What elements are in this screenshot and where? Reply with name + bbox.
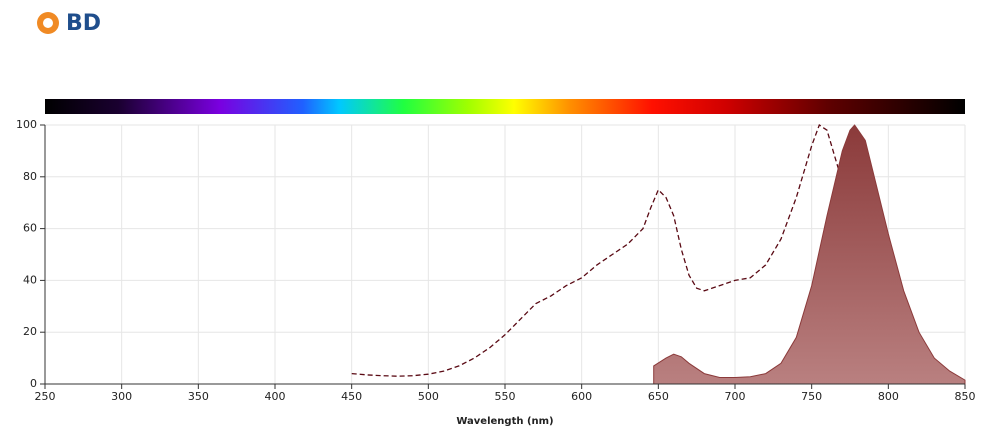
y-tick-label: 80 (23, 170, 37, 183)
brand: BD (66, 11, 101, 36)
excitation-line (351, 123, 920, 377)
x-tick-label: 850 (955, 390, 976, 403)
x-tick-label: 700 (725, 390, 746, 403)
x-tick-label: 400 (265, 390, 286, 403)
x-tick-label: 250 (35, 390, 56, 403)
x-tick-label: 650 (648, 390, 669, 403)
logo: BD (37, 11, 101, 36)
y-tick-label: 60 (23, 222, 37, 235)
x-tick-label: 550 (495, 390, 516, 403)
y-tick-label: 20 (23, 325, 37, 338)
x-tick-label: 800 (878, 390, 899, 403)
y-tick-label: 40 (23, 273, 37, 286)
x-axis-label: Wavelength (nm) (456, 416, 553, 427)
y-tick-label: 0 (30, 377, 37, 390)
x-tick-label: 450 (341, 390, 362, 403)
x-tick-label: 500 (418, 390, 439, 403)
x-tick-label: 600 (571, 390, 592, 403)
y-tick-label: 100 (16, 118, 37, 131)
spectrum-bar (45, 99, 965, 114)
x-tick-label: 350 (188, 390, 209, 403)
x-tick-label: 750 (801, 390, 822, 403)
emission-area (653, 124, 966, 385)
x-tick-label: 300 (111, 390, 132, 403)
